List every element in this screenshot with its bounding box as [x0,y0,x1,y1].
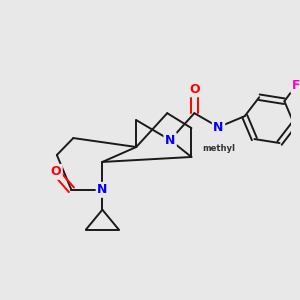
Text: methyl: methyl [202,143,235,152]
Text: O: O [51,165,61,178]
Text: N: N [97,183,108,196]
Text: F: F [292,79,300,92]
Text: N: N [165,134,175,146]
Text: N: N [213,121,224,134]
Text: O: O [189,83,200,96]
